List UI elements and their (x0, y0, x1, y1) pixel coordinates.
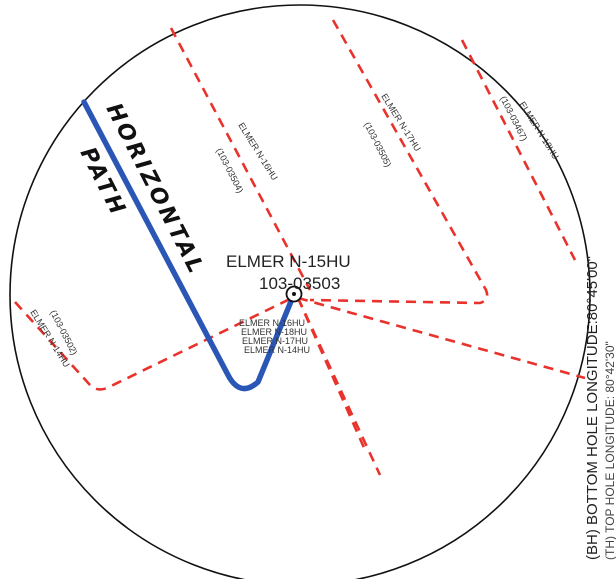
stacked-label-3: ELMER N-17HU (242, 336, 308, 346)
lateral-path-n16hu (169, 27, 312, 291)
well-head-dot (292, 292, 296, 296)
stacked-label-2: ELMER N-18HU (241, 327, 307, 337)
horizontal-path-line (81, 99, 297, 392)
lateral-path-n18hu-top (460, 39, 577, 261)
stacked-label-1: ELMER N-16HU (239, 318, 305, 328)
lateral-path-n14hu (14, 296, 293, 391)
bottom-hole-longitude: (BH) BOTTOM HOLE LONGITUDE:80°45'00" (584, 256, 601, 560)
path-label: PATH (75, 143, 131, 221)
top-hole-longitude: (TH) TOP HOLE LONGITUDE: 80°42'30" (603, 341, 616, 560)
lateral-path-n16hu-lower (296, 297, 367, 451)
lateral-path-n17hu (309, 19, 489, 305)
lateral-api-n17hu: (103-03505) (362, 120, 393, 168)
lateral-api-n16hu: (103-03504) (214, 146, 245, 194)
boundary-circle (9, 4, 591, 579)
lateral-path-n17hu-lower (296, 297, 382, 476)
well-api: 103-03503 (259, 274, 340, 293)
lateral-path-n18hu (297, 296, 586, 380)
lateral-name-n17hu: ELMER N-17HU (379, 92, 422, 153)
lateral-name-n16hu: ELMER N-16HU (236, 121, 279, 182)
well-name: ELMER N-15HU (226, 252, 351, 271)
stacked-label-4: ELMER N-14HU (244, 345, 310, 355)
